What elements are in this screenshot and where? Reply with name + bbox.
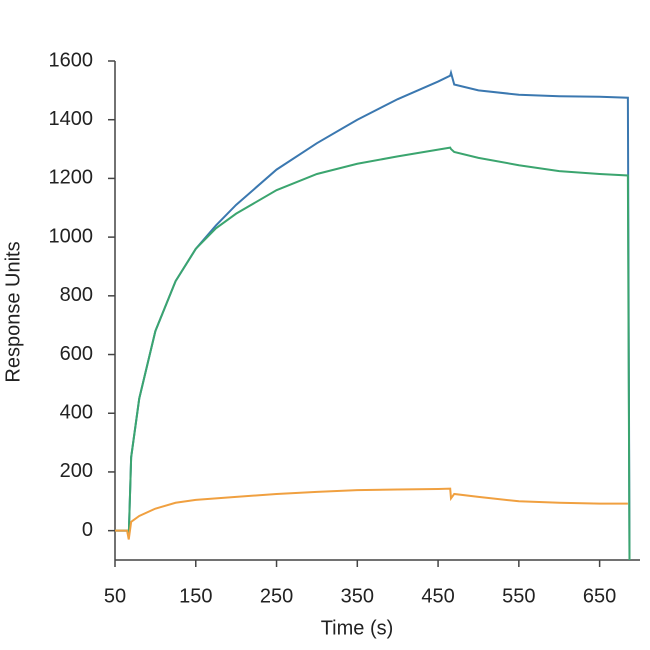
x-tick-label: 50 — [104, 585, 126, 607]
x-tick-label: 450 — [421, 585, 454, 607]
x-tick-label: 650 — [583, 585, 616, 607]
y-tick-label: 800 — [60, 284, 93, 306]
y-tick-label: 1600 — [49, 49, 94, 71]
y-tick-label: 400 — [60, 402, 93, 424]
y-tick-label: 200 — [60, 460, 93, 482]
x-tick-label: 350 — [341, 585, 374, 607]
data-line — [115, 146, 631, 561]
y-tick-label: 1200 — [49, 167, 94, 189]
x-tick-label: 550 — [502, 585, 535, 607]
x-tick-label: 150 — [179, 585, 212, 607]
x-tick-label: 250 — [260, 585, 293, 607]
y-tick-label: 0 — [82, 519, 93, 541]
data-line — [115, 487, 628, 540]
y-tick-label: 600 — [60, 343, 93, 365]
y-tick-label: 1400 — [49, 108, 94, 130]
y-tick-label: 1000 — [49, 225, 94, 247]
data-line — [115, 68, 631, 561]
y-axis-label: Response Units — [2, 241, 24, 382]
x-axis-label: Time (s) — [321, 617, 394, 639]
